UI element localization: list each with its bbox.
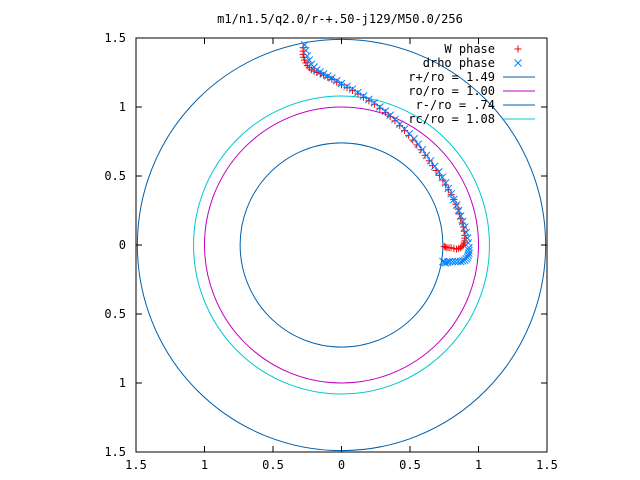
y-tick-label: 0 <box>119 238 126 252</box>
drho-phase-point <box>354 88 362 97</box>
data-points <box>299 41 473 267</box>
drho-phase-point <box>426 156 435 165</box>
w-phase-point <box>348 86 356 94</box>
w-phase-point <box>338 81 345 89</box>
w-phase-point <box>333 78 341 86</box>
w-phase-point <box>444 186 452 194</box>
drho-phase-point <box>337 79 346 88</box>
drho-phase-point <box>434 168 443 176</box>
y-tick-label: 1.5 <box>104 31 126 45</box>
circle-series <box>193 95 490 395</box>
w-phase-point <box>391 117 399 125</box>
w-phase-point <box>401 126 409 134</box>
drho-phase-point <box>430 162 439 171</box>
drho-phase-point <box>312 65 321 74</box>
drho-phase-point <box>458 217 467 226</box>
x-tick-label: 1 <box>475 458 482 472</box>
w-phase-point <box>396 122 404 130</box>
w-phase-point <box>324 73 332 81</box>
chart-title: m1/n1.5/q2.0/r-+.50-j129/M50.0/256 <box>217 12 463 26</box>
drho-phase-point <box>303 52 312 60</box>
y-tick-label: 0.5 <box>104 307 126 321</box>
legend-label: ro/ro = 1.00 <box>408 84 495 98</box>
x-tick-label: 0.5 <box>262 458 284 472</box>
drho-phase-point <box>343 82 351 91</box>
drho-phase-point <box>454 257 462 266</box>
w-phase-point <box>442 243 450 251</box>
drho-phase-point <box>332 76 341 85</box>
drho-phase-point <box>456 257 465 266</box>
axis-ticks: 1.5 1 0.5 0 0.5 1 1.51.510.500.511.5 <box>104 31 558 472</box>
drho-phase-point <box>365 95 373 104</box>
drho-phase-point <box>418 145 427 154</box>
drho-phase-point <box>323 72 332 80</box>
w-phase-point <box>440 242 448 250</box>
w-phase-point <box>328 75 336 83</box>
drho-phase-point <box>444 184 453 193</box>
w-phase-point <box>343 84 351 92</box>
drho-phase-point <box>438 173 447 182</box>
x-tick-label: 1.5 <box>536 458 558 472</box>
w-phase-point <box>365 97 373 105</box>
drho-phase-point <box>441 179 450 187</box>
legend-label: drho phase <box>423 56 495 70</box>
y-tick-label: 1.5 <box>104 445 126 459</box>
drho-phase-point <box>454 206 463 215</box>
y-tick-label: 1 <box>119 376 126 390</box>
legend-label: r-/ro = .74 <box>416 98 495 112</box>
drho-phase-point <box>376 103 384 111</box>
drho-phase-point <box>452 201 461 209</box>
w-phase-point <box>354 90 362 98</box>
x-tick-label: 0.5 <box>399 458 421 472</box>
drho-phase-point <box>359 92 368 100</box>
drho-phase-point <box>348 85 357 93</box>
y-tick-label: 0.5 <box>104 169 126 183</box>
drho-phase-point <box>439 257 447 266</box>
x-tick-label: 1 <box>201 458 208 472</box>
legend-label: rc/ro = 1.08 <box>408 112 495 126</box>
drho-phase-point <box>447 190 455 198</box>
drho-phase-point <box>328 74 336 82</box>
drho-phase-point <box>370 99 379 107</box>
drho-phase-point <box>410 134 418 143</box>
legend-label: W phase <box>444 42 495 56</box>
drho-phase-point <box>319 70 328 78</box>
circle-series <box>204 106 479 384</box>
w-phase-point <box>359 93 367 101</box>
legend-marker <box>514 45 522 53</box>
drho-phase-point <box>460 256 469 265</box>
drho-phase-point <box>316 67 325 76</box>
x-tick-label: 1.5 <box>125 458 147 472</box>
legend-label: r+/ro = 1.49 <box>408 70 495 84</box>
circle-series <box>239 142 444 348</box>
x-tick-label: 0 <box>338 458 345 472</box>
legend-marker <box>514 59 522 67</box>
drho-phase-point <box>414 140 423 149</box>
y-tick-label: 1 <box>119 100 126 114</box>
drho-phase-point <box>456 212 465 220</box>
drho-phase-point <box>465 243 473 252</box>
drho-phase-point <box>422 151 431 160</box>
drho-phase-point <box>449 195 458 204</box>
drho-phase-point <box>465 249 473 258</box>
drho-phase-point <box>451 257 460 266</box>
drho-phase-point <box>305 56 314 64</box>
